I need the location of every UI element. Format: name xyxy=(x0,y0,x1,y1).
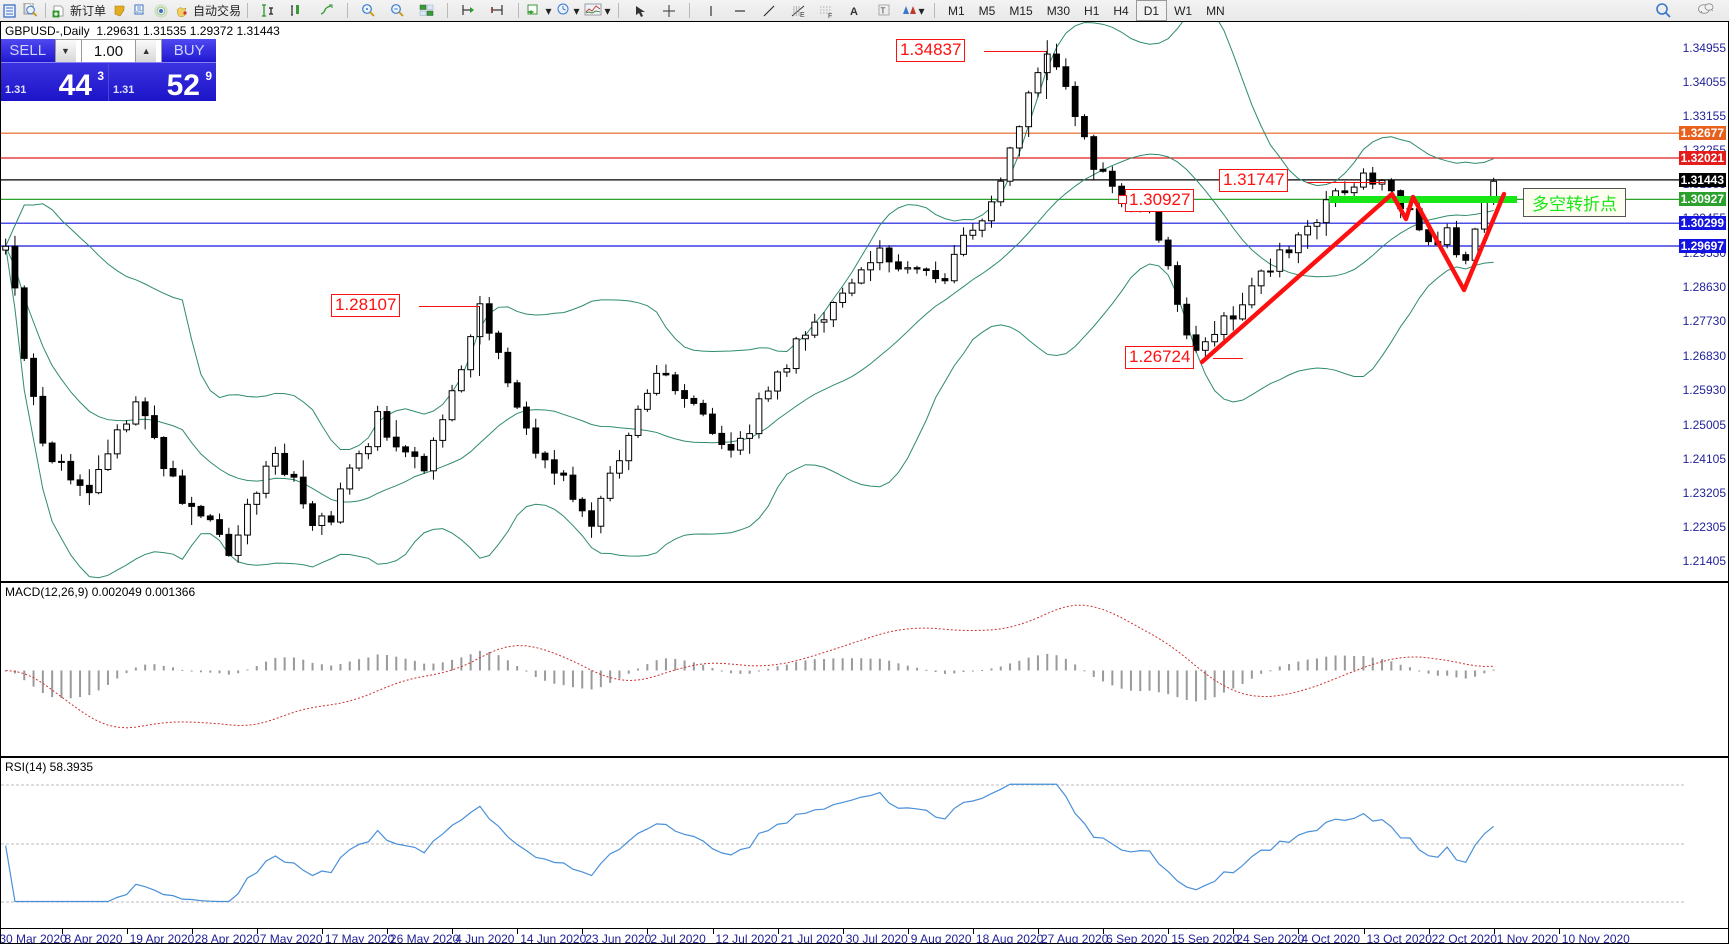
svg-text:F: F xyxy=(828,13,832,18)
svg-text:A: A xyxy=(850,6,858,18)
svg-text:T: T xyxy=(880,6,885,15)
svg-text:E: E xyxy=(800,12,805,18)
